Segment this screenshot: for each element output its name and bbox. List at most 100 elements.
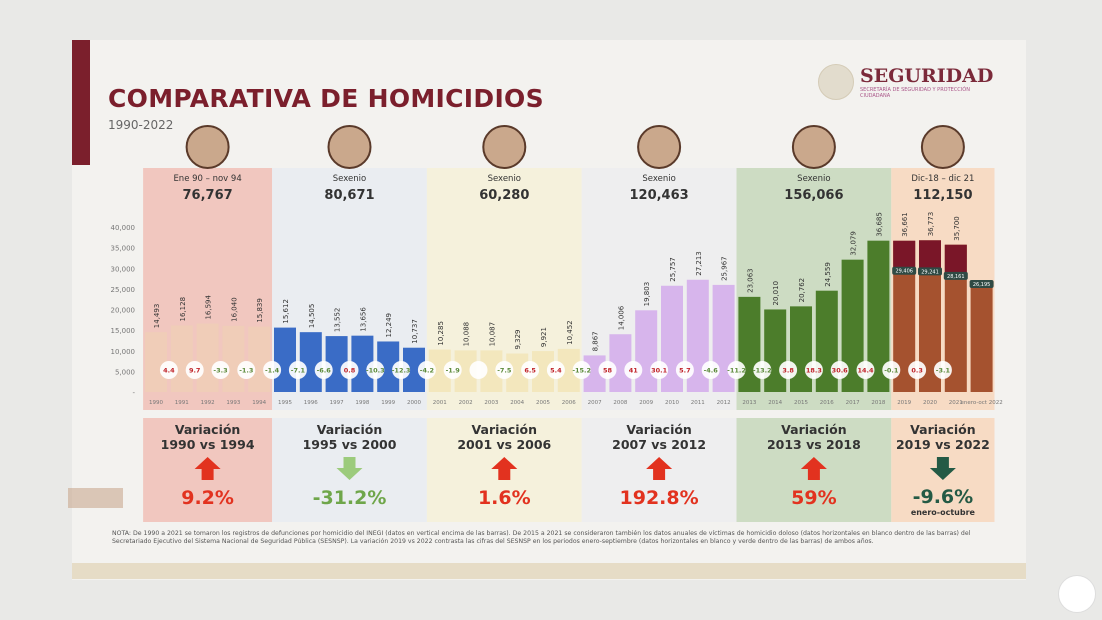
x-tick-label: 1992 [201,400,215,406]
x-tick-label: 1993 [226,400,240,406]
logo-text: SEGURIDAD [860,65,994,87]
bar-value-label: 20,010 [772,281,780,306]
change-circle [546,361,565,379]
y-tick-label: 40,000 [111,224,136,232]
bar-value-label: 10,737 [411,319,419,344]
arrow-up-icon [194,457,221,480]
bar-value-label: 24,559 [824,262,832,287]
bar [403,347,425,392]
bar [454,350,477,392]
change-label: 58 [603,367,613,375]
change-circle [237,361,256,379]
variation-value: 1.6% [478,487,531,509]
variation-title: Variación [626,422,692,437]
x-tick-label: 2019 [897,400,911,406]
sesnsp-label-bg [892,266,917,275]
y-tick-label: 20,000 [111,307,136,315]
change-circle [624,361,643,379]
bar [893,240,916,392]
arrow-up-icon [800,457,827,480]
change-label: -4.6 [704,367,719,375]
bar [299,332,322,392]
change-circle [856,361,875,379]
x-tick-label: 1996 [304,400,318,406]
x-tick-label: 2009 [639,400,653,406]
bar [145,332,167,392]
bar [609,334,632,392]
bar [532,351,554,392]
bar-value-label: 10,088 [463,322,471,347]
change-circle [314,361,333,379]
sesnsp-value-label: 29,241 [921,269,939,275]
sesnsp-label-bg [969,279,994,288]
change-circle [727,361,746,379]
bar-value-label: 16,040 [230,297,238,322]
x-tick-label: 2003 [484,400,498,406]
bar [841,259,864,392]
x-tick-label: 2004 [510,400,524,406]
change-label: 30.1 [651,367,668,375]
x-tick-label: 2005 [536,400,550,406]
change-label: 4.4 [163,367,175,375]
variation-range: 2013 vs 2018 [767,437,861,452]
change-label: -12.3 [392,367,411,375]
bar-value-label: 14,493 [153,304,161,329]
change-circle [417,361,436,379]
bar-value-label: 27,213 [695,251,703,276]
change-label: -1.9 [446,367,461,375]
x-tick-label: 2015 [794,400,808,406]
bar-value-label: 36,661 [901,212,909,237]
bar-value-label: 12,249 [385,313,393,338]
change-circle [469,361,488,379]
bottom-strip [72,563,1026,579]
x-tick-label: 2020 [923,400,937,406]
change-circle [753,361,772,379]
change-circle [340,361,359,379]
sesnsp-label-bg [943,271,968,280]
bar-value-label: 35,700 [953,216,961,241]
sesnsp-top-segment [944,244,967,276]
period-label: Sexenio [797,174,830,184]
x-tick-label: 2011 [691,400,705,406]
bar [506,353,529,392]
x-tick-label: enero-oct 2022 [960,400,1002,406]
arrow-up-icon [491,457,518,480]
bar [867,240,890,392]
x-tick-label: 1999 [381,400,395,406]
change-label: -6.6 [317,367,332,375]
y-tick-label: 10,000 [111,348,136,356]
accent-bar [72,40,90,165]
period-label: Dic-18 – dic 21 [911,174,974,184]
bar-value-label: 10,087 [488,322,496,347]
change-label: -7.5 [497,367,512,375]
president-photo [327,125,372,169]
bar [764,309,787,392]
x-tick-label: 2016 [820,400,834,406]
president-photo [185,125,230,169]
change-label: 30.6 [832,367,849,375]
bar [944,244,967,392]
change-circle [830,361,849,379]
y-tick-label: 15,000 [111,327,136,335]
variation-value: -31.2% [313,487,387,509]
x-tick-label: 2007 [588,400,602,406]
change-circle [804,361,823,379]
bar [196,323,219,392]
president-photo [637,125,682,169]
x-tick-label: 2010 [665,400,679,406]
bar-value-label: 14,505 [308,304,316,329]
sesnsp-value-label: 29,406 [895,269,913,275]
bar-value-label: 9,329 [514,329,522,349]
x-tick-label: 1998 [355,400,369,406]
side-decoration [68,488,123,508]
page-subtitle: 1990-2022 [108,118,174,132]
bar-value-label: 15,839 [256,298,264,323]
bar-value-label: 14,006 [617,305,625,330]
change-label: 41 [629,367,639,375]
sesnsp-top-segment [919,240,941,272]
variation-value: 192.8% [620,487,699,509]
period-label: Sexenio [642,174,675,184]
president-photo [791,125,836,169]
variation-title: Variación [175,422,241,437]
period-label: Ene 90 – nov 94 [173,174,241,184]
